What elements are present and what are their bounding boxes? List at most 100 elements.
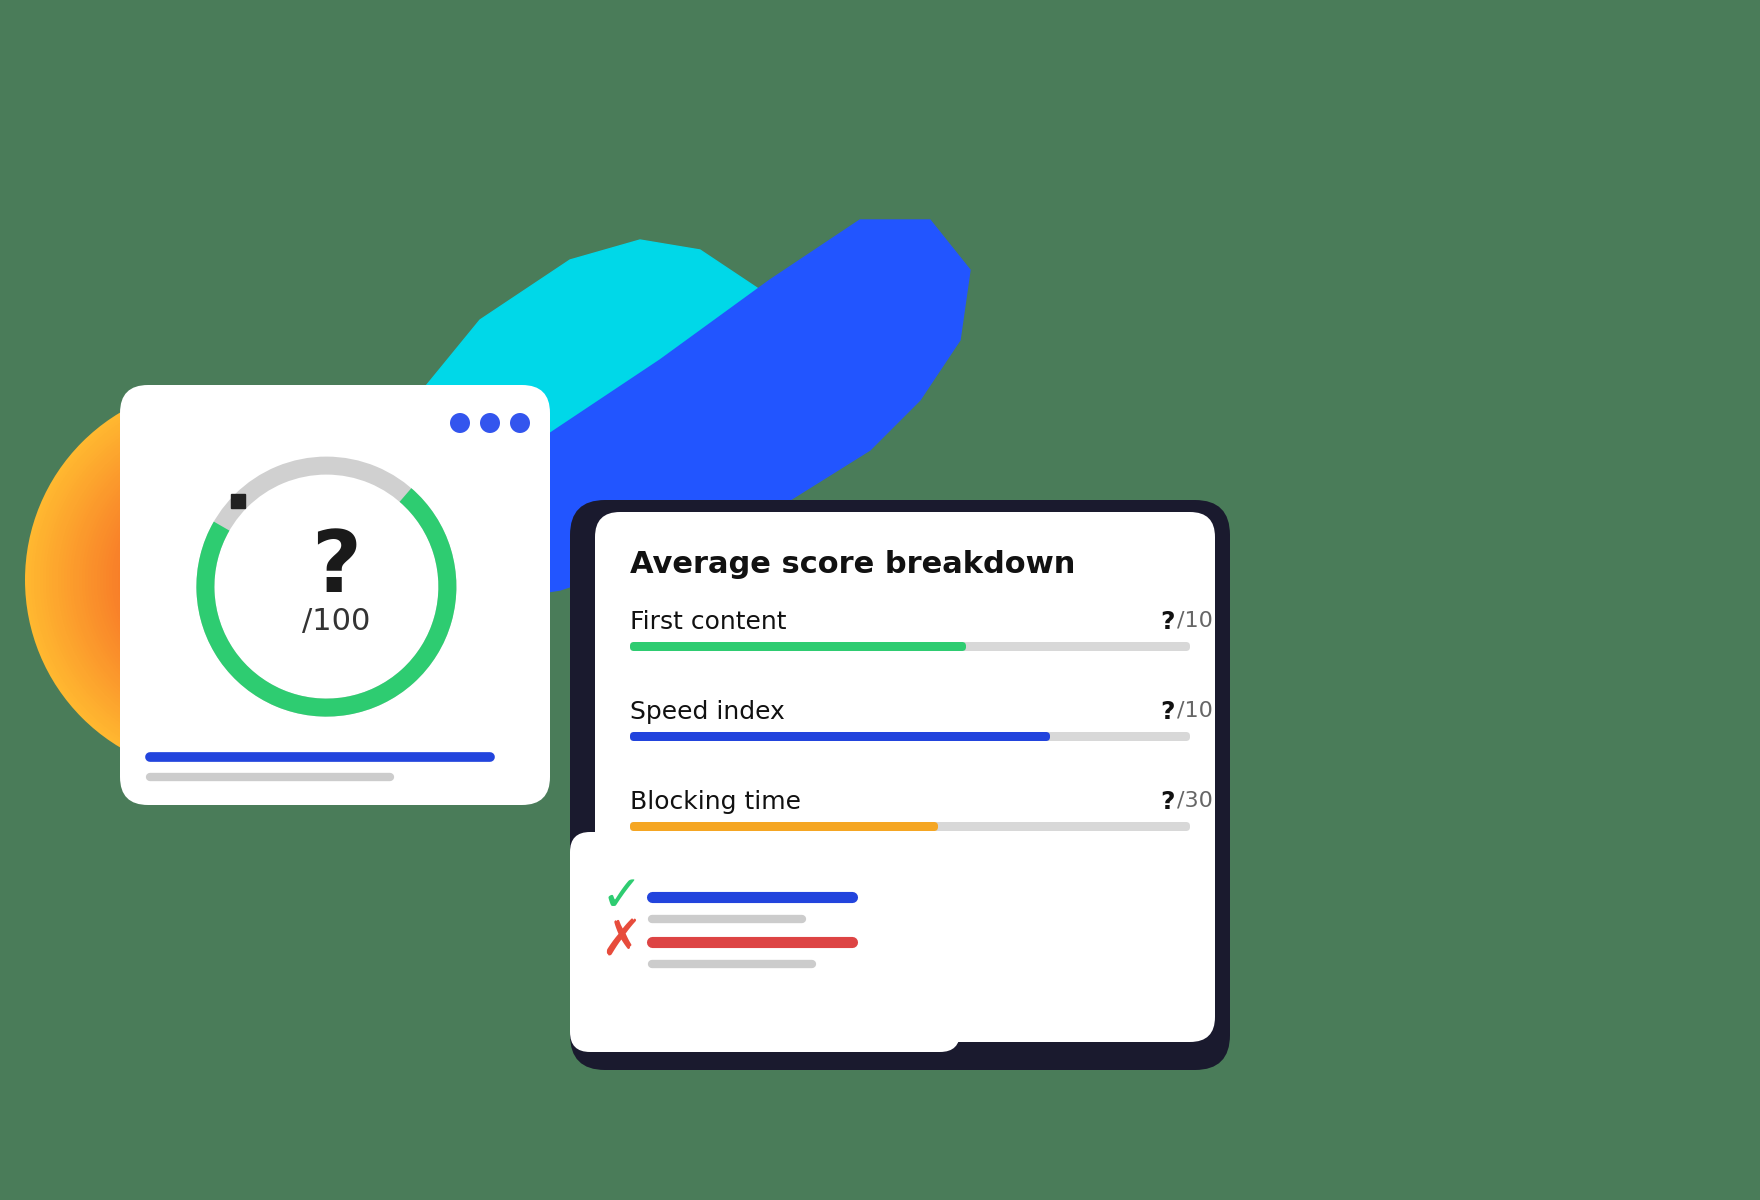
Text: /10: /10	[1177, 700, 1213, 720]
Circle shape	[134, 493, 306, 667]
Circle shape	[480, 413, 500, 433]
Circle shape	[121, 481, 319, 679]
Circle shape	[171, 532, 269, 629]
Circle shape	[510, 413, 530, 433]
Circle shape	[99, 458, 341, 702]
Circle shape	[194, 553, 246, 607]
Text: /30: /30	[1177, 790, 1213, 810]
Circle shape	[62, 421, 378, 739]
Circle shape	[88, 449, 352, 712]
Circle shape	[93, 454, 347, 706]
FancyBboxPatch shape	[630, 822, 1190, 830]
Circle shape	[190, 550, 250, 610]
FancyBboxPatch shape	[570, 500, 1230, 1070]
Circle shape	[148, 508, 292, 652]
Circle shape	[25, 385, 415, 775]
Circle shape	[132, 492, 308, 667]
Circle shape	[190, 551, 250, 610]
Wedge shape	[197, 456, 456, 716]
FancyBboxPatch shape	[630, 732, 1190, 740]
Text: Average score breakdown: Average score breakdown	[630, 550, 1075, 578]
Circle shape	[208, 568, 232, 592]
Circle shape	[202, 562, 238, 598]
Circle shape	[44, 404, 396, 756]
Circle shape	[100, 460, 340, 700]
Text: Blocking time: Blocking time	[630, 790, 801, 814]
Bar	[231, 494, 245, 508]
Circle shape	[46, 406, 394, 754]
Circle shape	[123, 482, 317, 678]
Circle shape	[70, 430, 370, 730]
Circle shape	[63, 424, 377, 736]
Circle shape	[74, 433, 366, 726]
Circle shape	[42, 403, 398, 757]
Circle shape	[201, 560, 239, 600]
Circle shape	[113, 473, 327, 688]
Circle shape	[127, 487, 313, 673]
Circle shape	[79, 439, 361, 721]
Circle shape	[151, 511, 289, 649]
Circle shape	[137, 497, 303, 662]
Circle shape	[53, 412, 387, 748]
Circle shape	[178, 538, 262, 622]
Circle shape	[55, 415, 385, 745]
Circle shape	[216, 577, 224, 583]
Circle shape	[107, 468, 333, 692]
Circle shape	[37, 397, 403, 763]
Circle shape	[185, 544, 255, 616]
FancyBboxPatch shape	[630, 732, 1051, 740]
Circle shape	[187, 546, 253, 614]
Circle shape	[106, 466, 334, 694]
Circle shape	[130, 490, 310, 670]
Circle shape	[169, 529, 271, 631]
Circle shape	[209, 570, 231, 589]
Circle shape	[32, 391, 408, 769]
Circle shape	[109, 469, 331, 691]
Circle shape	[172, 532, 268, 628]
FancyBboxPatch shape	[630, 822, 938, 830]
Circle shape	[33, 394, 407, 766]
Text: ✗: ✗	[600, 918, 642, 966]
Text: /100: /100	[303, 607, 371, 636]
FancyBboxPatch shape	[630, 642, 1190, 650]
Circle shape	[49, 409, 391, 751]
Circle shape	[157, 517, 283, 643]
Circle shape	[181, 541, 259, 619]
Text: ?: ?	[1160, 790, 1176, 814]
Circle shape	[199, 559, 241, 601]
Circle shape	[30, 390, 410, 770]
Text: First content: First content	[630, 610, 787, 634]
Circle shape	[79, 439, 361, 721]
Circle shape	[28, 388, 412, 772]
Circle shape	[104, 463, 336, 697]
Circle shape	[83, 444, 357, 716]
Circle shape	[165, 526, 275, 634]
Circle shape	[160, 520, 280, 640]
Circle shape	[174, 535, 266, 625]
Circle shape	[76, 436, 364, 724]
Circle shape	[113, 472, 327, 688]
Circle shape	[206, 565, 234, 595]
Circle shape	[83, 442, 357, 718]
Circle shape	[84, 445, 356, 715]
Circle shape	[187, 547, 253, 613]
Circle shape	[49, 409, 391, 751]
Circle shape	[143, 502, 297, 658]
Wedge shape	[197, 488, 456, 716]
Polygon shape	[310, 240, 840, 520]
Circle shape	[40, 400, 400, 761]
Circle shape	[136, 496, 304, 664]
Circle shape	[451, 413, 470, 433]
Circle shape	[151, 511, 289, 648]
Circle shape	[211, 571, 229, 589]
Circle shape	[55, 414, 385, 745]
Circle shape	[215, 575, 225, 584]
Text: Speed index: Speed index	[630, 700, 785, 724]
FancyBboxPatch shape	[595, 512, 1214, 1042]
Circle shape	[25, 385, 415, 775]
Circle shape	[143, 502, 297, 658]
Circle shape	[58, 418, 382, 742]
Circle shape	[139, 499, 301, 661]
Circle shape	[92, 451, 348, 709]
FancyBboxPatch shape	[630, 642, 966, 650]
